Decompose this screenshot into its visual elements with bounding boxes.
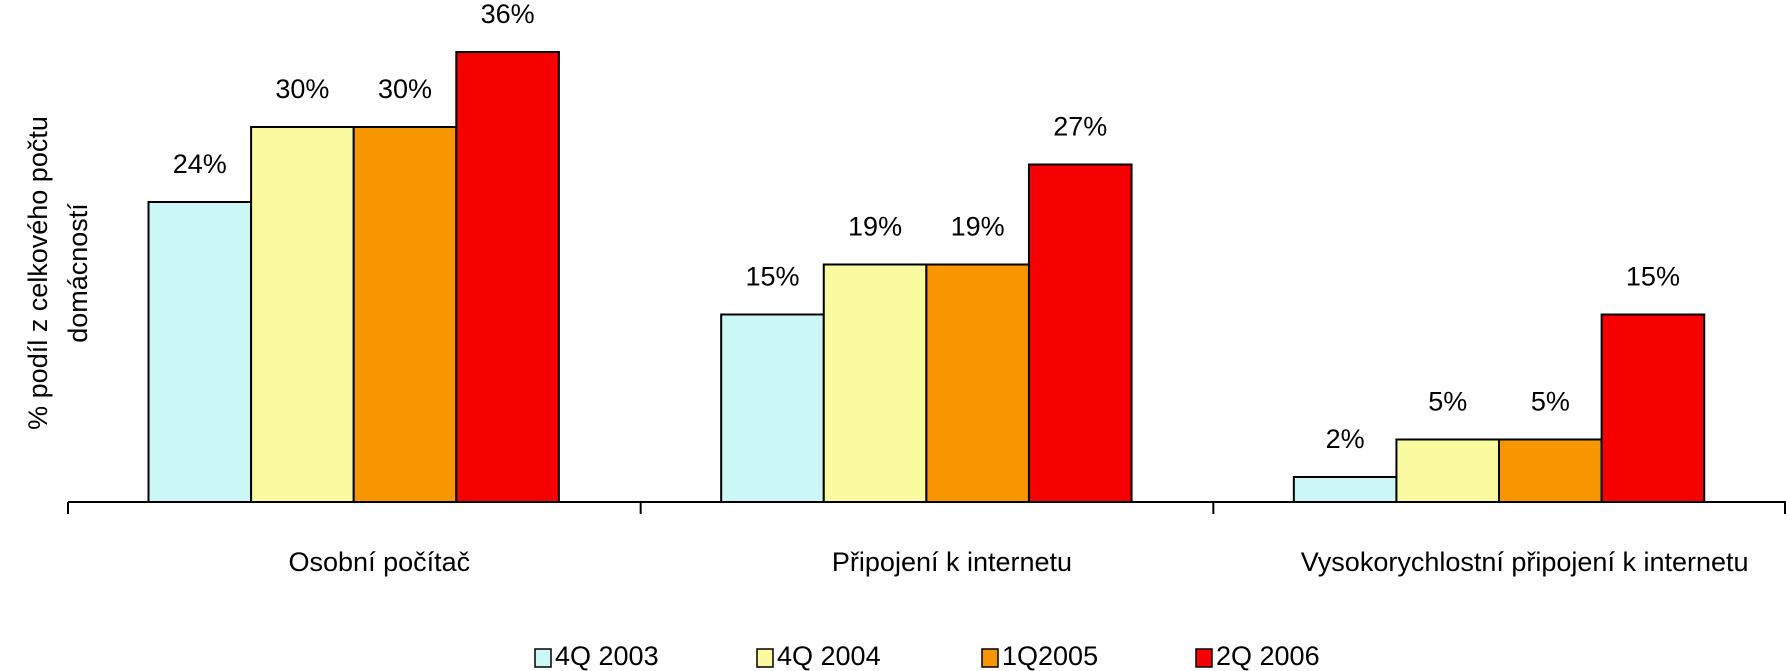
data-label: 2%	[1326, 424, 1365, 454]
legend-swatch	[1195, 648, 1213, 668]
x-tick-label: Vysokorychlostní připojení k internetu	[1301, 547, 1749, 577]
legend-label: 1Q2005	[1002, 641, 1098, 671]
legend-label: 4Q 2004	[777, 641, 881, 671]
data-label: 27%	[1053, 112, 1107, 142]
data-label: 15%	[1626, 262, 1680, 292]
bar	[147, 201, 253, 503]
x-tick-label: Osobní počítač	[289, 547, 471, 577]
legend-label: 4Q 2003	[555, 641, 659, 671]
bar	[250, 126, 355, 503]
data-label: 36%	[481, 0, 535, 29]
legend-label: 2Q 2006	[1216, 641, 1320, 671]
data-label: 30%	[378, 74, 432, 104]
legend-swatch	[756, 648, 774, 668]
y-axis-title: % podíl z celkového počtu domácností	[23, 116, 93, 430]
bar	[1600, 313, 1706, 503]
bar	[720, 313, 825, 503]
bar	[1027, 163, 1133, 503]
y-axis-title-line: % podíl z celkového počtu	[23, 116, 53, 430]
legend-swatch	[534, 648, 552, 668]
bar	[925, 263, 1030, 503]
data-label: 19%	[848, 212, 902, 242]
data-label: 24%	[173, 149, 227, 179]
bar	[455, 51, 560, 503]
data-label: 5%	[1531, 387, 1570, 417]
bar	[822, 263, 928, 503]
bar	[352, 126, 458, 503]
data-label: 15%	[745, 262, 799, 292]
bar	[1395, 438, 1501, 503]
bar	[1292, 476, 1398, 503]
data-label: 30%	[275, 74, 329, 104]
legend-swatch	[981, 648, 999, 668]
data-label: 5%	[1428, 387, 1467, 417]
x-tick-label: Připojení k internetu	[832, 547, 1072, 577]
bar	[1498, 438, 1603, 503]
y-axis-title-line: domácností	[63, 203, 93, 343]
data-label: 19%	[951, 212, 1005, 242]
